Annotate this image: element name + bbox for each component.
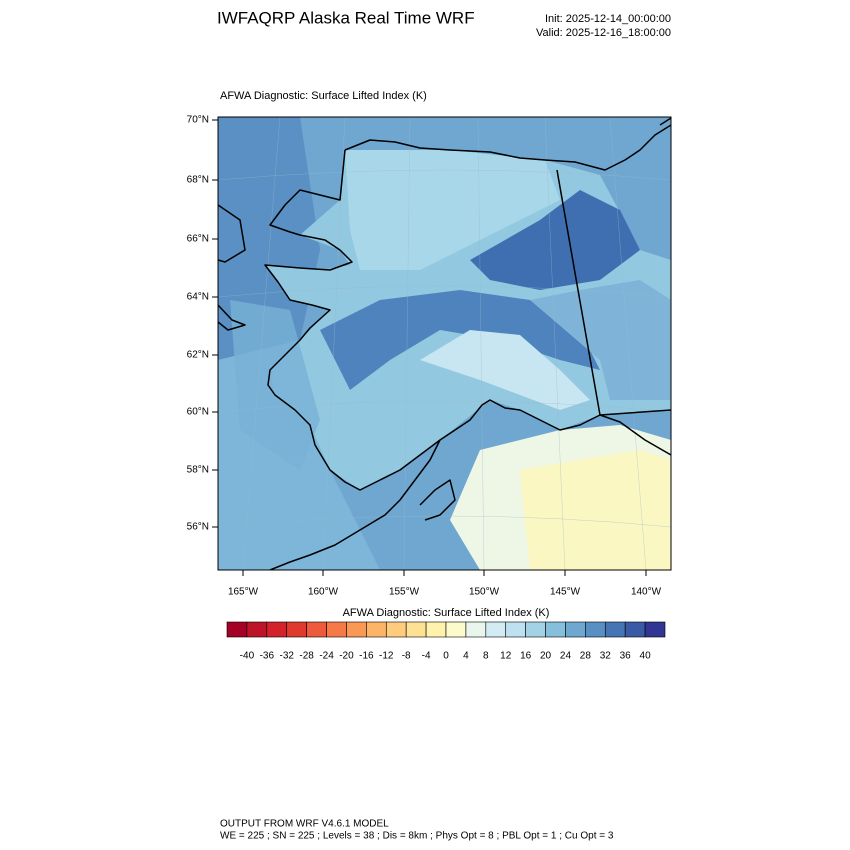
colorbar-box bbox=[505, 621, 526, 638]
colorbar-label: 24 bbox=[560, 651, 572, 662]
colorbar-box bbox=[545, 621, 566, 638]
colorbar-label: 20 bbox=[540, 651, 552, 662]
colorbar: -40 -36 -32 -28 -24 -20 -16 -12 -8 -4 0 4 8 12 16 20 24 2… bbox=[226, 621, 666, 662]
map: 70°N68°N66°N64°N62°N60°N58°N56°N 165°W 16… bbox=[187, 115, 672, 598]
colorbar-box bbox=[405, 621, 427, 638]
colorbar-box bbox=[445, 621, 467, 638]
valid-time: Valid: 2025-12-16_18:00:00 bbox=[536, 27, 671, 39]
colorbar-label: 8 bbox=[483, 651, 489, 662]
lon-label: 165°W bbox=[228, 587, 259, 598]
colorbar-label: -40 bbox=[240, 651, 255, 662]
lat-label: 58°N bbox=[187, 465, 209, 476]
colorbar-box bbox=[425, 621, 447, 638]
latitude-labels: 70°N 68°N 66°N 64°N 62°N 60°N 58°N 56°N bbox=[187, 115, 218, 533]
lat-label: 68°N bbox=[187, 175, 209, 186]
colorbar-label: 16 bbox=[520, 651, 532, 662]
colorbar-label: 12 bbox=[500, 651, 512, 662]
colorbar-box bbox=[346, 621, 367, 638]
colorbar-box bbox=[385, 621, 407, 638]
colorbar-label: 4 bbox=[463, 651, 469, 662]
colorbar-label: -4 bbox=[422, 651, 431, 662]
colorbar-box bbox=[366, 621, 387, 638]
lat-label: 56°N bbox=[187, 522, 209, 533]
footer-line: WE = 225 ; SN = 225 ; Levels = 38 ; Dis … bbox=[220, 831, 614, 842]
colorbar-box bbox=[585, 621, 606, 638]
colorbar-label: -28 bbox=[299, 651, 314, 662]
colorbar-box bbox=[525, 621, 546, 638]
lon-label: 155°W bbox=[389, 587, 420, 598]
colorbar-box bbox=[485, 621, 507, 638]
colorbar-box bbox=[306, 621, 327, 638]
title: IWFAQRP Alaska Real Time WRF bbox=[217, 8, 475, 27]
colorbar-label: -12 bbox=[379, 651, 394, 662]
colorbar-label: 0 bbox=[443, 651, 449, 662]
colorbar-box bbox=[465, 621, 487, 638]
colorbar-box bbox=[565, 621, 586, 638]
map-subtitle: AFWA Diagnostic: Surface Lifted Index (K… bbox=[220, 90, 427, 102]
colorbar-title: AFWA Diagnostic: Surface Lifted Index (K… bbox=[343, 607, 550, 619]
colorbar-box bbox=[624, 621, 646, 638]
lon-label: 140°W bbox=[631, 587, 662, 598]
colorbar-label: -36 bbox=[260, 651, 275, 662]
colorbar-label: -8 bbox=[402, 651, 411, 662]
lon-label: 150°W bbox=[469, 587, 500, 598]
colorbar-box bbox=[266, 621, 288, 638]
lon-label: 160°W bbox=[308, 587, 339, 598]
colorbar-label: -32 bbox=[280, 651, 295, 662]
lon-label: 145°W bbox=[550, 587, 581, 598]
lat-label: 60°N bbox=[187, 407, 209, 418]
colorbar-label: -20 bbox=[339, 651, 354, 662]
longitude-labels: 165°W 160°W 155°W 150°W 145°W 140°W bbox=[228, 570, 662, 598]
colorbar-box bbox=[326, 621, 347, 638]
lat-label: 64°N bbox=[187, 292, 209, 303]
colorbar-label: -24 bbox=[319, 651, 334, 662]
lat-label: 66°N bbox=[187, 234, 209, 245]
colorbar-box bbox=[286, 621, 307, 638]
lat-label: 62°N bbox=[187, 350, 209, 361]
colorbar-label: 36 bbox=[620, 651, 632, 662]
colorbar-label: -16 bbox=[359, 651, 374, 662]
lat-label: 70°N bbox=[187, 115, 209, 126]
colorbar-box bbox=[644, 621, 666, 638]
colorbar-box bbox=[226, 621, 248, 638]
footer-line: OUTPUT FROM WRF V4.6.1 MODEL bbox=[220, 819, 389, 830]
colorbar-label: 40 bbox=[640, 651, 652, 662]
colorbar-box bbox=[604, 621, 626, 638]
colorbar-box bbox=[246, 621, 268, 638]
colorbar-label: 28 bbox=[580, 651, 592, 662]
init-time: Init: 2025-12-14_00:00:00 bbox=[545, 13, 671, 25]
colorbar-label: 32 bbox=[600, 651, 612, 662]
